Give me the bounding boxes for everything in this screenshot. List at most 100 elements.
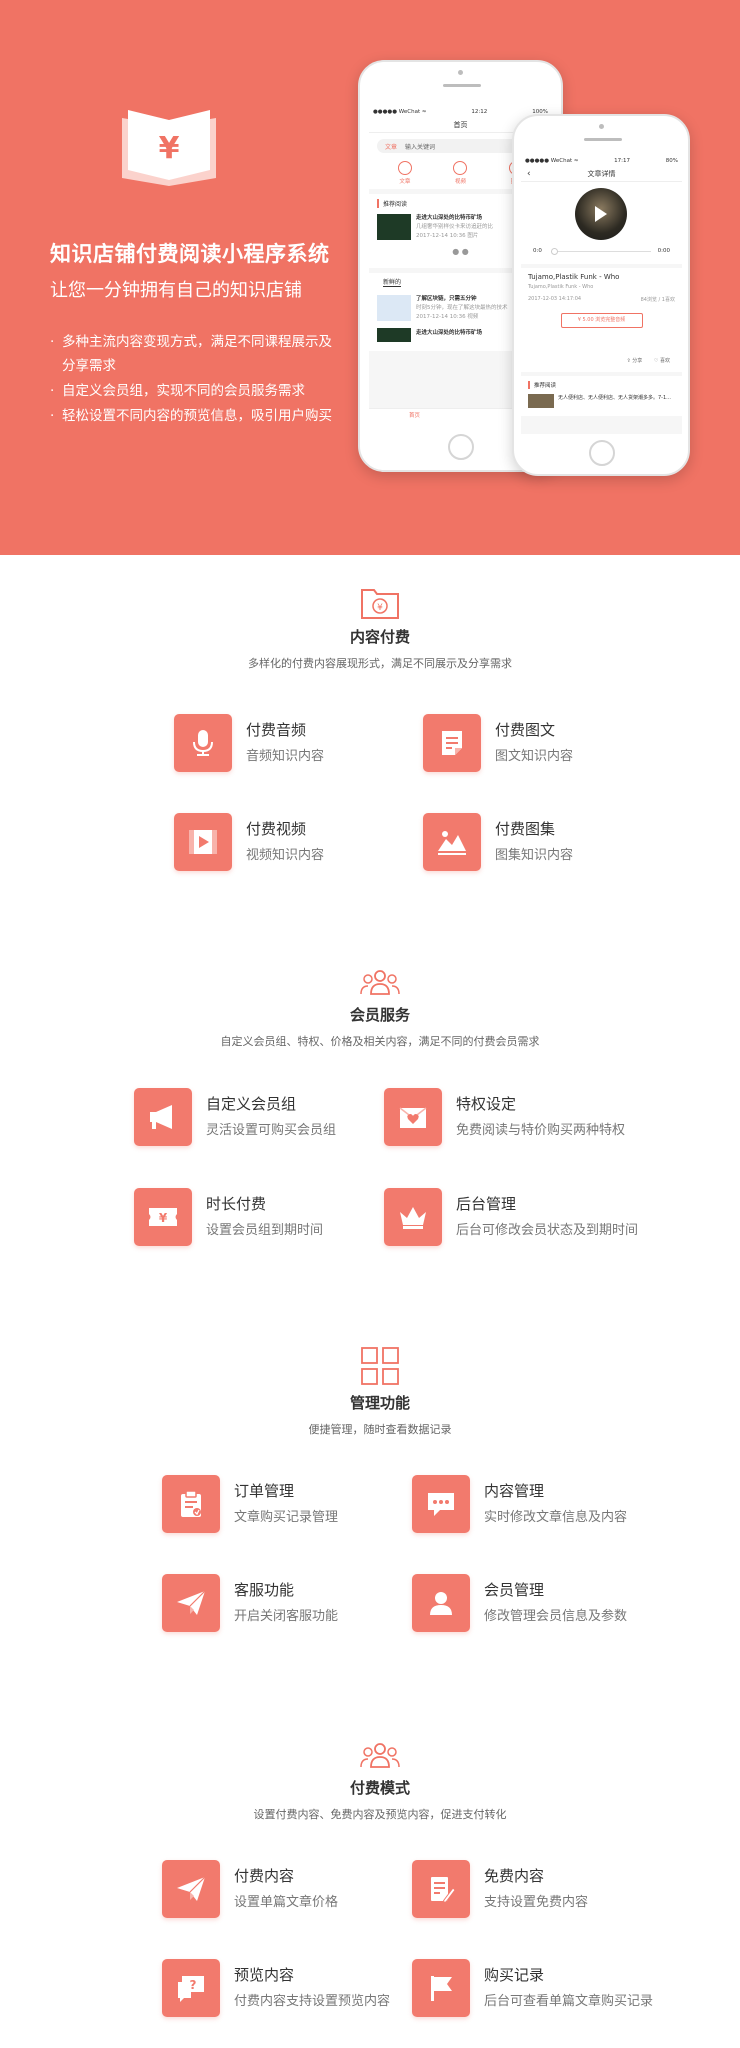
audio-player: 0:0 0:00 (521, 182, 682, 264)
feature-paid-audio: 付费音频 音频知识内容 (174, 710, 454, 774)
time-end: 0:00 (657, 248, 670, 254)
feature-description: 视频知识内容 (246, 848, 325, 863)
feature-title: 免费内容 (484, 1867, 545, 1885)
feature-custom-member-group: 自定义会员组 灵活设置可购买会员组 (134, 1084, 414, 1148)
view-stats: 84浏览 / 1喜欢 (640, 297, 675, 303)
feature-duration-fee: ¥ 时长付费 设置会员组到期时间 (134, 1184, 414, 1248)
feature-content-management: 内容管理 实时修改文章信息及内容 (412, 1471, 692, 1535)
back-icon[interactable]: ‹ (527, 169, 531, 179)
feature-title: 自定义会员组 (206, 1095, 297, 1113)
hero-bullet: 多种主流内容变现方式，满足不同课程展示及分享需求 (50, 330, 340, 378)
feature-title: 会员管理 (484, 1581, 545, 1599)
share-button[interactable]: ⇪ 分享 (626, 358, 643, 364)
phone-home-button (589, 440, 615, 466)
recommend-title: 推荐阅读 (528, 381, 675, 389)
hero-bullet-list: 多种主流内容变现方式，满足不同课程展示及分享需求 自定义会员组，实现不同的会员服… (50, 330, 340, 429)
edit-document-icon (412, 1860, 470, 1918)
phone-mockup-detail: ●●●●● WeChat ≈17:17 80% ‹ 文章详情 0:0 0:00 T… (512, 114, 690, 476)
tab-fresh[interactable]: 新鲜的 (383, 279, 402, 287)
feature-backend-management: 后台管理 后台可修改会员状态及到期时间 (384, 1184, 664, 1248)
feature-title: 特权设定 (456, 1095, 517, 1113)
feature-title: 内容管理 (484, 1482, 545, 1500)
feature-free-content: 免费内容 支持设置免费内容 (412, 1856, 692, 1920)
section-payment-mode: 付费模式 设置付费内容、免费内容及预览内容，促进支付转化 (0, 1741, 740, 1822)
users-group-icon (360, 1743, 400, 1768)
artist: Tujamo,Plastik Funk - Who (528, 284, 594, 290)
progress-slider[interactable] (551, 251, 651, 252)
search-input[interactable]: 输入关键词 (405, 143, 436, 151)
feature-paid-article: 付费图文 图文知识内容 (423, 710, 703, 774)
like-button[interactable]: ♡ 喜欢 (653, 358, 670, 364)
thumbnail (377, 214, 411, 240)
paper-plane-icon (162, 1860, 220, 1918)
recommend-block: 推荐阅读 无人便利店、无人便利店、无人货架潮多多。7-1... (521, 376, 682, 416)
heart-envelope-icon (384, 1088, 442, 1146)
feature-title: 付费图文 (495, 721, 556, 739)
document-icon (423, 714, 481, 772)
section-description: 自定义会员组、特权、价格及相关内容，满足不同的付费会员需求 (220, 1035, 540, 1048)
question-bubble-icon: ? (162, 1959, 220, 2017)
book-yen-icon: ¥ (122, 110, 216, 186)
image-icon (423, 813, 481, 871)
nav-title: 文章详情 (587, 170, 616, 178)
paper-plane-icon (162, 1574, 220, 1632)
recommend-item[interactable]: 走进大山深处的比特币矿场 几组奢华别样仪卡来访追赶的比 2017-12-14 1… (377, 214, 544, 241)
feature-description: 修改管理会员信息及参数 (484, 1609, 628, 1624)
feature-privilege-setting: 特权设定 免费阅读与特价购买两种特权 (384, 1084, 664, 1148)
search-tab[interactable]: 文章 (385, 143, 398, 151)
section-title: 付费模式 (349, 1779, 410, 1797)
feature-description: 设置会员组到期时间 (206, 1223, 324, 1238)
section-title: 管理功能 (349, 1394, 410, 1412)
user-icon (412, 1574, 470, 1632)
megaphone-icon (134, 1088, 192, 1146)
feature-paid-content: 付费内容 设置单篇文章价格 (162, 1856, 442, 1920)
feature-title: 预览内容 (234, 1966, 295, 1984)
users-group-icon (360, 970, 400, 995)
section-title: 会员服务 (349, 1006, 410, 1024)
category-video[interactable]: 视频 (453, 161, 468, 185)
feature-title: 付费视频 (246, 820, 307, 838)
phone-speaker (584, 138, 622, 141)
feature-title: 付费图集 (495, 820, 556, 838)
hero-banner: ¥ 知识店铺付费阅读小程序系统 让您一分钟拥有自己的知识店铺 多种主流内容变现方… (0, 0, 740, 555)
bottom-tab-home[interactable]: 首页 (369, 408, 552, 422)
buy-button[interactable]: ¥ 5.00 浏览完整音频 (560, 313, 643, 328)
search-bar[interactable]: 文章 输入关键词 (377, 139, 544, 153)
status-bar: ●●●●● WeChat ≈17:17 80% (521, 156, 682, 166)
hero-subtitle: 让您一分钟拥有自己的知识店铺 (50, 280, 302, 301)
nav-title: 首页 (369, 117, 552, 133)
svg-text:¥: ¥ (159, 1211, 168, 1225)
phone-screen: ●●●●● WeChat ≈17:17 80% ‹ 文章详情 0:0 0:00 T… (521, 156, 682, 434)
svg-text:¥: ¥ (159, 131, 180, 166)
article-list: 了解区块链，只需五分钟 时刻5分钟，现在了解这块最热的技术 2017-12-14… (369, 291, 552, 351)
list-item[interactable]: 走进大山深处的比特币矿场 (377, 328, 544, 342)
svg-text:?: ? (190, 1978, 197, 1992)
recommend-item[interactable]: 无人便利店、无人便利店、无人货架潮多多。7-1... (528, 394, 675, 408)
feature-description: 图文知识内容 (495, 749, 574, 764)
feature-description: 付费内容支持设置预览内容 (234, 1994, 391, 2009)
category-article[interactable]: 文章 (397, 161, 412, 185)
feature-description: 设置单篇文章价格 (234, 1895, 339, 1910)
phone-camera (599, 124, 604, 129)
section-description: 设置付费内容、免费内容及预览内容，促进支付转化 (253, 1808, 507, 1821)
time-start: 0:0 (533, 248, 542, 254)
nav-bar: ‹ 文章详情 (521, 166, 682, 182)
phone-speaker (443, 84, 481, 87)
flag-icon (412, 1959, 470, 2017)
feature-preview-content: ? 预览内容 付费内容支持设置预览内容 (162, 1955, 442, 2019)
yen-ticket-icon: ¥ (134, 1188, 192, 1246)
feature-order-management: 订单管理 文章购买记录管理 (162, 1471, 442, 1535)
phone-camera (458, 70, 463, 75)
status-bar: ●●●●● WeChat ≈12:12 100% (369, 107, 552, 117)
feature-title: 客服功能 (234, 1581, 295, 1599)
feature-purchase-record: 购买记录 后台可查看单篇文章购买记录 (412, 1955, 692, 2019)
hero-title: 知识店铺付费阅读小程序系统 (50, 242, 330, 266)
grid-icon (361, 1347, 399, 1385)
play-icon[interactable] (595, 206, 607, 222)
feature-description: 后台可查看单篇文章购买记录 (484, 1994, 654, 2009)
feature-description: 开启关闭客服功能 (234, 1609, 339, 1624)
section-description: 多样化的付费内容展现形式，满足不同展示及分享需求 (248, 657, 512, 670)
clipboard-icon (162, 1475, 220, 1533)
list-item[interactable]: 了解区块链，只需五分钟 时刻5分钟，现在了解这块最热的技术 2017-12-14… (377, 295, 544, 322)
article-info: Tujamo,Plastik Funk - Who Tujamo,Plastik… (521, 268, 682, 372)
